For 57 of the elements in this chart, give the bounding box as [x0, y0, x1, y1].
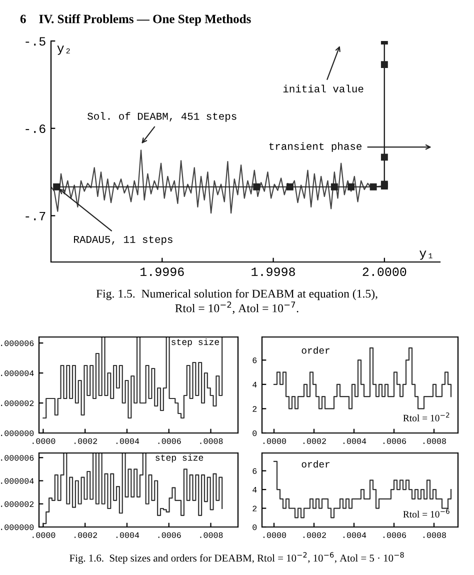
text: order	[302, 346, 330, 354]
x-tick-label: .0002	[74, 532, 97, 538]
y-tick-label: -.7	[26, 212, 46, 220]
x-axis-title: y₁	[420, 250, 432, 260]
x-tick-label: .0000	[32, 532, 56, 538]
x-tick-label: 2.0000	[362, 268, 406, 276]
annotation: RADAU5, 11 steps	[74, 236, 172, 246]
chart-title: step size	[172, 338, 219, 347]
text: order	[302, 460, 330, 468]
y-tick-label: .000002	[1, 501, 34, 507]
x-tick-label: .0002	[304, 438, 326, 444]
x-tick-label: .0004	[116, 532, 140, 538]
x-tick-label: .0004	[344, 438, 366, 444]
y-tick-label: .000002	[1, 400, 34, 406]
y-axis-title: y₂	[57, 46, 70, 55]
annotation: Sol. of DEABM, 451 steps	[88, 112, 236, 122]
y-tick-label: 2	[252, 506, 257, 512]
caption: Fig. 1.5. Numerical solution for DEABM at equation (1.5), Rtol = 10$^{−2}$, Atol = 10$^{−7}$.	[96, 289, 378, 314]
y-tick-label: .000000	[1, 524, 34, 530]
y-tick-label: 0	[252, 430, 257, 436]
x-tick-label: .0008	[424, 438, 446, 444]
y-tick-label: -.6	[26, 124, 46, 134]
chart-title: step size	[156, 454, 204, 463]
annotation: transient phase	[269, 142, 362, 152]
y-tick-label: 2	[252, 406, 257, 412]
y-tick-label: .000000	[1, 430, 34, 436]
x-tick-label: .0000	[264, 438, 286, 444]
annotation: Rtol = 10$^{−6}$	[403, 508, 450, 518]
x-tick-label: .0006	[158, 532, 181, 538]
y-tick-label: 0	[252, 524, 257, 530]
y-tick-label: 4	[252, 382, 257, 388]
x-tick-label: .0008	[424, 532, 446, 538]
y-tick-label: 4	[252, 487, 257, 493]
x-tick-label: .0004	[116, 438, 140, 444]
x-tick-label: .0000	[32, 438, 56, 444]
x-tick-label: 1.9998	[252, 268, 295, 276]
x-tick-label: .0006	[158, 438, 181, 444]
y-tick-label: .000004	[1, 370, 34, 376]
x-tick-label: .0006	[384, 532, 406, 538]
x-tick-label: 1.9996	[140, 268, 184, 276]
y-tick-label: 6	[252, 358, 257, 364]
x-tick-label: .0000	[264, 532, 286, 538]
y-tick-label: 6	[252, 468, 257, 474]
x-tick-label: .0008	[200, 532, 223, 538]
x-tick-label: .0002	[74, 438, 97, 444]
text: 6 IV. Stiff Problems — One Step Methods	[20, 14, 251, 26]
caption: Fig. 1.6. Step sizes and orders for DEABM, Rtol = 10$^{−2}$, 10$^{−6}$, Atol = 5 · 10$^{−8}$	[70, 552, 404, 564]
x-tick-label: .0002	[304, 532, 326, 538]
y-tick-label: .000006	[1, 455, 34, 461]
y-tick-label: .000006	[1, 340, 34, 346]
annotation: Rtol = 10$^{−2}$	[403, 412, 450, 422]
x-tick-label: .0004	[344, 532, 366, 538]
annotation: initial value	[283, 84, 364, 92]
y-tick-label: .000004	[1, 478, 34, 484]
y-tick-label: -.5	[26, 37, 46, 46]
x-tick-label: .0008	[200, 438, 223, 444]
x-tick-label: .0006	[384, 438, 406, 444]
